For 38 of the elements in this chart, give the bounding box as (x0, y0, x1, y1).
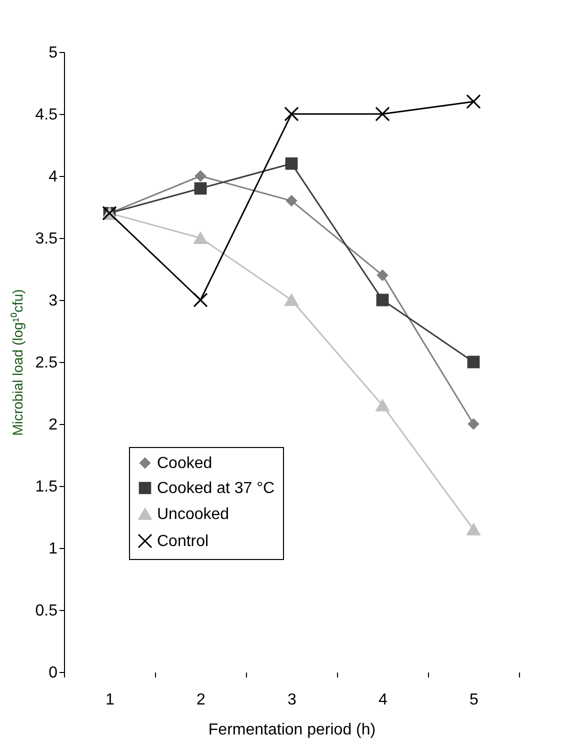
point (376, 270, 388, 281)
point (375, 106, 390, 122)
x-tick-label: 4 (378, 692, 388, 708)
y-tick-label: 4.5 (35, 106, 58, 124)
legend-label: Cooked at 37 °C (157, 480, 275, 497)
point (376, 399, 390, 412)
y-tick-label: 0 (48, 664, 58, 682)
y-tick-label: 5 (48, 44, 58, 62)
x-tick-label: 1 (106, 692, 115, 708)
point (468, 418, 480, 430)
y-tick-label: 1.5 (35, 478, 58, 496)
x-axis-title: Fermentation period (h) (208, 722, 376, 738)
point (467, 356, 480, 368)
point (284, 106, 299, 122)
legend-label: Control (157, 533, 209, 550)
point (376, 294, 389, 306)
point (194, 182, 207, 195)
point (284, 294, 298, 306)
y-axis-title: Microbial load (log¹⁰cfu) (9, 289, 26, 436)
legend-label: Uncooked (157, 506, 230, 523)
point (194, 232, 208, 244)
y-tick-label: 2.5 (35, 354, 58, 372)
x-tick-label: 5 (470, 692, 479, 708)
y-tick-label: 2 (48, 416, 58, 434)
x-tick-label: 3 (288, 692, 297, 708)
legend-label: Cooked (157, 455, 212, 472)
y-tick-label: 3 (48, 292, 58, 310)
y-tick-label: 1 (48, 540, 58, 558)
point (193, 292, 208, 308)
y-tick-label: 3.5 (35, 230, 58, 248)
y-tick-label: 4 (48, 168, 58, 186)
point (466, 523, 480, 536)
point (194, 170, 206, 182)
point (286, 195, 298, 206)
y-tick-label: 0.5 (35, 602, 58, 620)
x-tick-label: 2 (196, 692, 206, 708)
point (466, 94, 481, 109)
point (285, 157, 298, 170)
